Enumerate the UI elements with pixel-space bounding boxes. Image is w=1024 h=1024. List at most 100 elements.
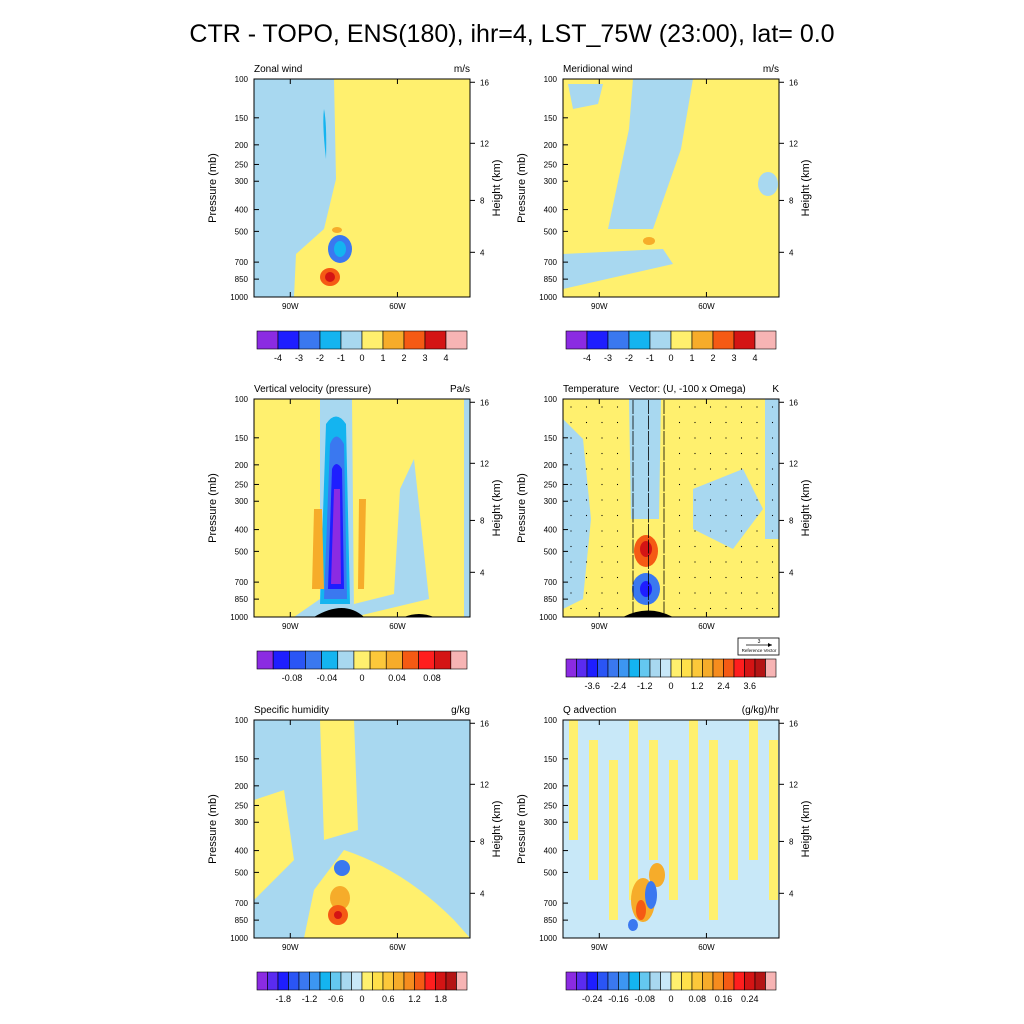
colorbar-swatch	[618, 658, 630, 678]
ytick-label: 250	[235, 801, 249, 810]
xtick-label: 90W	[282, 622, 299, 631]
colorbar-swatch	[576, 971, 588, 991]
colorbar-swatch	[628, 971, 640, 991]
ytick-label: 700	[544, 899, 558, 908]
ytick-label: 400	[544, 526, 558, 535]
plot-frame	[562, 78, 780, 298]
ytick-label: 1000	[539, 934, 557, 943]
colorbar-label: 0.24	[741, 994, 759, 1004]
colorbar-swatch	[445, 330, 468, 350]
colorbar-swatch	[618, 971, 630, 991]
colorbar-swatch	[418, 650, 435, 670]
colorbar-swatch	[353, 650, 371, 670]
colorbar-swatch	[277, 971, 289, 991]
colorbar-swatch	[681, 971, 693, 991]
panel-4: Temperature Vector: (U, -100 x Omega) K 100…	[516, 384, 812, 691]
colorbar-swatch	[351, 971, 363, 991]
panel-3: Vertical velocity (pressure) Pa/s 100 150 20…	[207, 384, 503, 683]
colorbar-swatch	[424, 971, 436, 991]
colorbar-label: 1	[689, 353, 694, 363]
ytick-right-label: 16	[789, 78, 798, 87]
colorbar-label: 3	[731, 353, 736, 363]
ylabel-right: Height (km)	[491, 160, 503, 217]
ylabel-right: Height (km)	[491, 801, 503, 858]
ytick-label: 400	[544, 206, 558, 215]
ytick-right-label: 8	[789, 837, 794, 846]
panel-4-plot	[563, 399, 779, 617]
colorbar-swatch	[723, 658, 735, 678]
panel-5: Specific humidity g/kg 100 150 200 250 300 400 5…	[207, 705, 503, 1004]
colorbar-swatch	[450, 650, 468, 670]
panel-2-plot	[563, 79, 779, 297]
panel-units: m/s	[763, 64, 779, 75]
colorbar-label: 2	[710, 353, 715, 363]
ytick-label: 500	[544, 547, 558, 556]
colorbar-label: 0.08	[688, 994, 706, 1004]
colorbar-swatch	[628, 658, 640, 678]
ytick-right-label: 8	[789, 516, 794, 525]
panel-5-plot	[254, 720, 470, 938]
colorbar-swatch	[649, 658, 661, 678]
colorbar-swatch	[565, 658, 577, 678]
colorbar-swatch	[382, 330, 405, 350]
ytick-label: 1000	[230, 613, 248, 622]
colorbar-swatch	[298, 971, 310, 991]
colorbar-swatch	[361, 330, 384, 350]
colorbar-swatch	[639, 658, 651, 678]
colorbar-swatch	[691, 658, 703, 678]
colorbar-swatch	[733, 330, 756, 350]
colorbar-swatch	[403, 330, 426, 350]
panel-title: Temperature	[563, 384, 620, 395]
colorbar-swatch	[565, 971, 577, 991]
panel-units: m/s	[454, 64, 470, 75]
plot-frame	[253, 78, 471, 298]
ytick-label: 700	[235, 258, 249, 267]
ylabel-right: Height (km)	[800, 801, 812, 858]
ytick-label: 700	[544, 578, 558, 587]
ytick-right-label: 12	[789, 459, 798, 468]
colorbar-swatch	[402, 650, 419, 670]
colorbar-swatch	[272, 650, 290, 670]
colorbar-swatch	[434, 650, 452, 670]
ytick-label: 150	[544, 755, 558, 764]
ytick-label: 250	[235, 480, 249, 489]
colorbar-label: 1.2	[408, 994, 421, 1004]
reference-vector-magnitude: 3	[758, 639, 761, 645]
ylabel: Pressure (mb)	[516, 473, 528, 543]
ytick-label: 300	[235, 818, 249, 827]
ytick-right-label: 4	[480, 889, 485, 898]
colorbar-swatch	[298, 330, 321, 350]
colorbar-label: 0	[359, 353, 364, 363]
colorbar-swatch	[754, 971, 766, 991]
ylabel: Pressure (mb)	[516, 153, 528, 223]
colorbar-label: 0.6	[382, 994, 395, 1004]
colorbar-swatch	[723, 971, 735, 991]
ytick-label: 850	[544, 595, 558, 604]
colorbar-swatch	[765, 971, 777, 991]
ytick-label: 500	[235, 547, 249, 556]
colorbar-label: 0.08	[423, 673, 441, 683]
ytick-label: 150	[544, 114, 558, 123]
colorbar-swatch	[765, 658, 777, 678]
colorbar-swatch	[256, 650, 274, 670]
colorbar-label: 1.8	[434, 994, 447, 1004]
colorbar-swatch	[288, 971, 300, 991]
ytick-label: 400	[235, 847, 249, 856]
colorbar-swatch	[681, 658, 693, 678]
colorbar-label: 0	[668, 353, 673, 363]
colorbar-label: -3	[604, 353, 612, 363]
ytick-right-label: 4	[480, 248, 485, 257]
colorbar-label: 1	[380, 353, 385, 363]
ylabel: Pressure (mb)	[207, 153, 219, 223]
colorbar-label: 0.04	[388, 673, 406, 683]
ytick-label: 850	[544, 916, 558, 925]
colorbar-swatch	[309, 971, 321, 991]
colorbar-swatch	[256, 330, 279, 350]
colorbar-swatch	[607, 971, 619, 991]
colorbar-swatch	[372, 971, 384, 991]
colorbar-swatch	[340, 330, 363, 350]
ytick-label: 200	[235, 461, 249, 470]
reference-vector-label: Reference Vector	[742, 648, 777, 653]
panel-3-plot	[254, 399, 470, 617]
